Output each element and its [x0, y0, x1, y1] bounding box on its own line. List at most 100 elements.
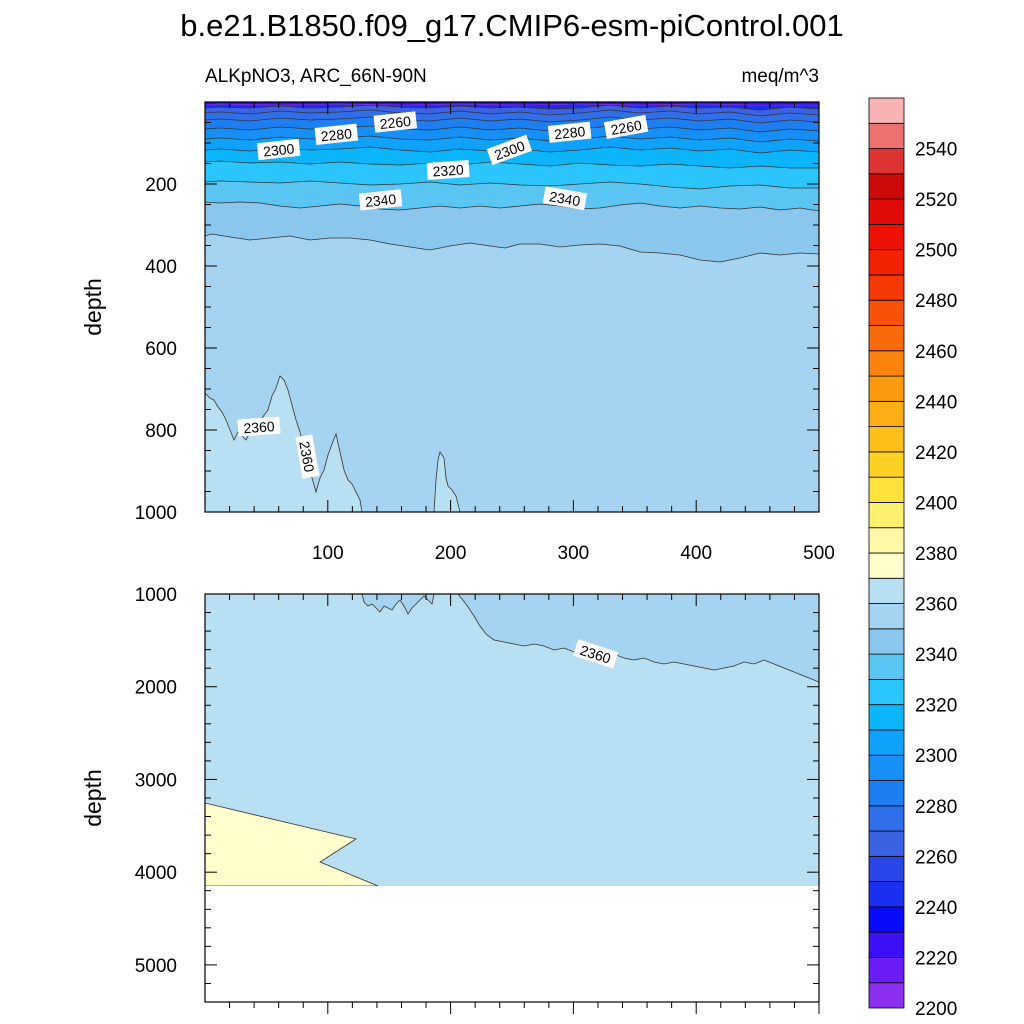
colorbar-tick-label: 2300 [915, 746, 957, 767]
top-x-tick-label: 300 [558, 543, 590, 564]
colorbar-swatch [868, 451, 905, 478]
colorbar-swatch [868, 805, 905, 832]
fill-2340-2350-deep [361, 594, 435, 615]
contour-label-box [547, 121, 592, 143]
contour-label: 2320 [426, 160, 470, 180]
bottom-y-tick-label: 1000 [135, 585, 177, 606]
colorbar-swatch [868, 754, 905, 781]
contour-label-box [295, 434, 320, 479]
colorbar-swatch [868, 173, 905, 200]
colorbar-swatch [868, 97, 905, 124]
contour-label: 2280 [547, 121, 592, 143]
fill-2370-2380-deep [205, 802, 379, 887]
colorbar-tick-label: 2260 [915, 847, 957, 868]
top-y-tick-label: 1000 [135, 503, 177, 524]
contour-label-box [237, 416, 281, 437]
contour-label: 2260 [603, 114, 649, 139]
colorbar-swatch [868, 704, 905, 731]
colorbar-swatch [868, 982, 905, 1009]
colorbar-tick-label: 2480 [915, 291, 957, 312]
colorbar-swatch [868, 653, 905, 680]
top-x-tick-label: 100 [312, 543, 344, 564]
contour-label: 2260 [373, 111, 418, 133]
colorbar-tick-label: 2240 [915, 898, 957, 919]
land-mask [205, 886, 819, 1002]
top-y-tick-label: 600 [145, 339, 177, 360]
colorbar-swatch [868, 628, 905, 655]
contour-label-text: 2320 [432, 161, 464, 179]
colorbar-swatch [868, 881, 905, 908]
contour-label-box [486, 134, 533, 166]
colorbar-tick-label: 2220 [915, 948, 957, 969]
colorbar-swatch [868, 931, 905, 958]
bottom-y-tick-label: 3000 [135, 770, 177, 791]
variable-region-label: ALKpNO3, ARC_66N-90N [205, 66, 427, 87]
colorbar-tick-label: 2400 [915, 493, 957, 514]
colorbar-swatch [868, 325, 905, 352]
colorbar-swatch [868, 855, 905, 883]
units-label: meq/m^3 [741, 66, 819, 87]
colorbar-swatch [868, 426, 905, 453]
contour-label: 2340 [358, 189, 403, 211]
fill-2350-2360-b [433, 451, 461, 512]
contour-label-box [373, 111, 418, 133]
colorbar-swatch [868, 350, 905, 377]
contour-label-box [542, 186, 588, 211]
contour-label-text: 2360 [243, 418, 275, 436]
contour-label: 2360 [237, 416, 281, 437]
contour-label-text: 2260 [379, 113, 412, 132]
colorbar-swatch [868, 780, 905, 807]
contour-label-text: 2300 [262, 140, 295, 159]
colorbar-swatch [868, 299, 905, 326]
colorbar-swatch [868, 375, 905, 402]
colorbar-swatch [868, 400, 905, 428]
colorbar-tick-label: 2360 [915, 595, 957, 616]
colorbar-swatch [868, 223, 905, 251]
contour-label: 2300 [256, 138, 301, 161]
colorbar-swatch [868, 552, 905, 579]
colorbar-tick-label: 2200 [915, 999, 957, 1020]
contour-label: 2340 [542, 186, 588, 211]
contour-label-text: 2280 [553, 123, 586, 142]
colorbar-swatch [868, 603, 905, 630]
contour-label-text: 2340 [364, 191, 397, 210]
colorbar-swatch [868, 249, 905, 276]
contour-label-text: 2340 [548, 188, 582, 209]
contour-label-box [573, 639, 619, 669]
contour-label: 2360 [295, 434, 320, 479]
colorbar-tick-label: 2340 [915, 645, 957, 666]
colorbar-tick-label: 2460 [915, 342, 957, 363]
colorbar-tick-label: 2280 [915, 797, 957, 818]
colorbar-tick-label: 2320 [915, 696, 957, 717]
contour-label-text: 2280 [320, 125, 353, 144]
colorbar-swatch [868, 122, 905, 149]
top-y-tick-label: 800 [145, 421, 177, 442]
colorbar-swatch [868, 906, 905, 933]
top-y-tick-label: 400 [145, 257, 177, 278]
colorbar-swatch [868, 274, 905, 301]
top-panel: 100 200 300 400 500 200 400 600 800 1000 2260 2280 2… [135, 101, 835, 564]
colorbar-tick-label: 2440 [915, 392, 957, 413]
bottom-y-axis-label: depth [80, 769, 106, 827]
colorbar-swatch [868, 148, 905, 175]
chart-title: b.e21.B1850.f09_g17.CMIP6-esm-piControl.… [180, 8, 843, 43]
colorbar-swatch [868, 502, 905, 529]
contour-label: 2280 [314, 123, 359, 145]
top-y-tick-label: 200 [145, 175, 177, 196]
fill-2350-2360 [205, 375, 363, 512]
colorbar-tick-label: 2380 [915, 544, 957, 565]
colorbar-swatch [868, 476, 905, 503]
top-y-axis-label: depth [80, 278, 106, 336]
top-x-tick-label: 400 [680, 543, 712, 564]
colorbar-tick-label: 2420 [915, 443, 957, 464]
bottom-y-tick-label: 2000 [135, 678, 177, 699]
colorbar-swatch [868, 527, 905, 554]
colorbar-swatch [868, 830, 905, 857]
colorbar-swatch [868, 678, 905, 706]
contour-label-box [256, 138, 301, 161]
contour-label-box [426, 160, 470, 180]
fill-2220-2240 [205, 102, 819, 106]
top-x-tick-label: 500 [803, 543, 835, 564]
colorbar-swatch [868, 957, 905, 984]
